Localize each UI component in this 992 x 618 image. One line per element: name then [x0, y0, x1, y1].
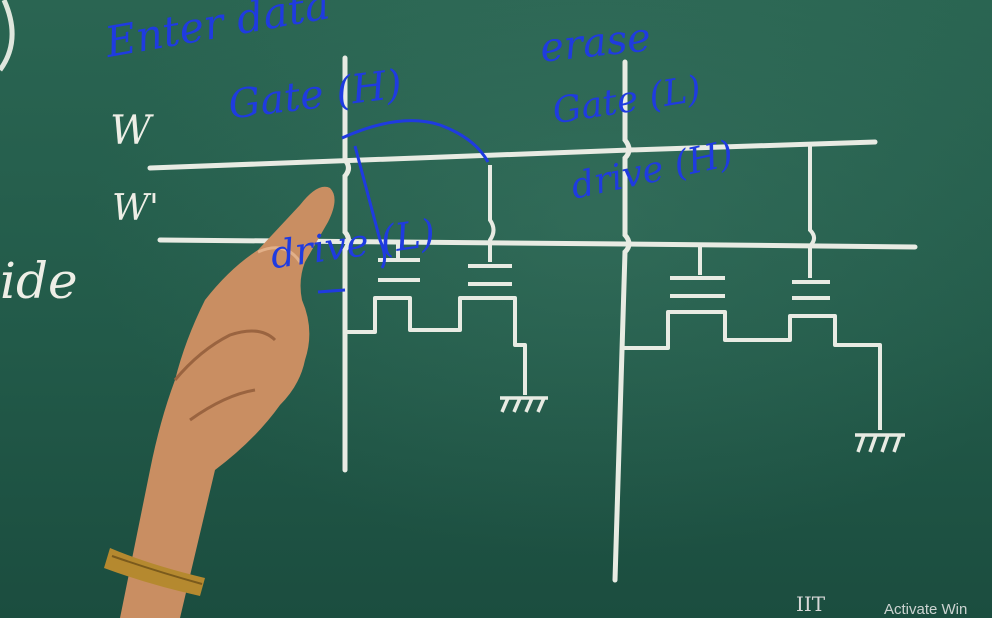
right-gate-plate-2	[792, 280, 830, 300]
left-ground	[500, 396, 548, 413]
word-line-w	[147, 139, 878, 171]
ink-arc-over-node	[341, 119, 490, 163]
right-gate-tap-2	[808, 145, 816, 278]
pointing-hand	[104, 186, 335, 618]
iit-logo-text: IIT	[796, 592, 826, 616]
label-side-fragment: ide	[0, 252, 78, 310]
bracelet	[104, 548, 205, 596]
left-gate-tap-2	[488, 165, 496, 262]
bit-line-left	[342, 55, 351, 473]
left-gate-plate-2	[468, 264, 512, 286]
ink-underline-drive	[317, 288, 346, 294]
activate-windows-watermark: Activate Win	[884, 601, 968, 618]
partial-circle-chalk	[0, 0, 15, 72]
left-channel	[345, 296, 527, 395]
right-channel	[620, 310, 882, 430]
label-w-prime: W'	[112, 188, 159, 229]
label-w: W	[110, 108, 152, 154]
ink-curve-to-drive	[353, 145, 387, 269]
right-gate-plate-1	[670, 276, 725, 298]
bit-line-right	[612, 59, 632, 583]
right-ground	[855, 433, 905, 453]
